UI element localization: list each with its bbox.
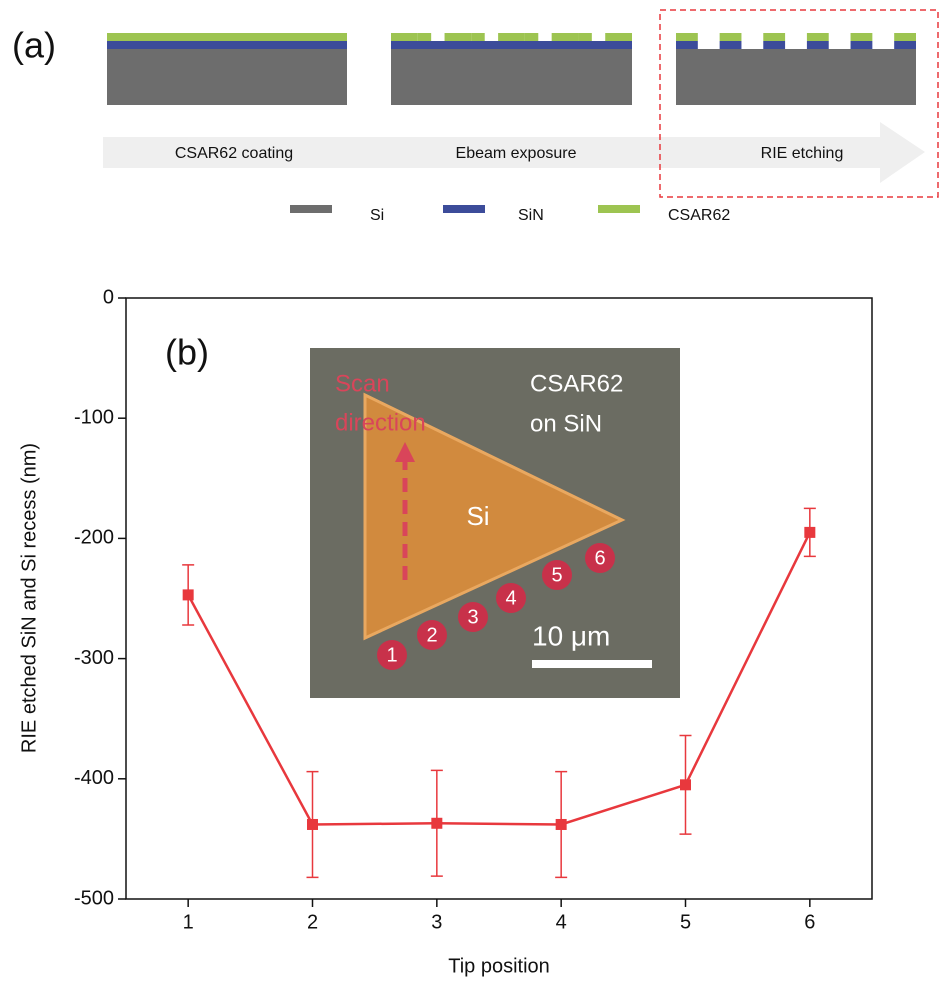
panel-label: (b) [165,332,209,373]
resist [471,33,485,41]
nitride [676,41,698,49]
nitride [763,41,786,49]
step-label: Ebeam exposure [456,145,577,162]
y-tick-label: -500 [74,887,114,909]
tip-marker [458,602,488,632]
tip-marker-label: 3 [467,606,478,628]
x-tick-label: 1 [183,911,194,933]
y-axis-title: RIE etched SiN and Si recess (nm) [18,443,40,753]
plot-frame [125,297,873,900]
tip-marker [496,583,526,613]
legend-swatch [290,205,332,213]
legend-swatch [598,205,640,213]
legend-label: Si [370,207,384,224]
resist [551,33,579,41]
resist [894,33,916,41]
resist [676,33,698,41]
x-tick-label: 6 [804,911,815,933]
x-tick-label: 3 [431,911,442,933]
resist [719,33,742,41]
inset-label: 10 μm [532,620,610,651]
inset-label: direction [335,409,426,436]
tip-marker [585,543,615,573]
x-tick-label: 5 [680,911,691,933]
legend-label: CSAR62 [668,207,730,224]
data-point [804,526,816,538]
process-arrow [103,122,925,183]
x-tick-label: 2 [307,911,318,933]
y-tick-label: -300 [74,647,114,669]
resist [444,33,472,41]
resist [391,33,418,41]
data-point [307,818,318,830]
stack-1 [107,33,347,105]
nitride [894,41,916,49]
tip-marker [542,560,572,590]
panel-label: (a) [12,25,56,66]
resist [417,33,432,41]
x-tick-label: 4 [556,911,567,933]
nitride [806,41,829,49]
y-tick-label: -200 [74,527,114,549]
resist [605,33,632,41]
nitride [850,41,873,49]
tip-marker-label: 6 [594,547,605,569]
tip-marker-label: 2 [426,624,437,646]
data-line [187,531,811,826]
tip-marker-label: 1 [386,644,397,666]
inset-label: CSAR62 [530,370,623,397]
legend-label: SiN [518,207,544,224]
tip-marker [417,620,447,650]
data-point [555,818,567,830]
resist [578,33,592,41]
inset-label: Si [466,501,489,531]
inset-label: on SiN [530,410,602,437]
inset-label: Scan [335,370,390,397]
legend: Si SiN CSAR62 [290,205,730,224]
y-tick-label: -400 [74,767,114,789]
nitride [719,41,742,49]
resist [498,33,525,41]
stack-3 [676,33,916,105]
resist [806,33,829,41]
tip-marker [377,640,407,670]
stack-2 [391,33,632,105]
resist [850,33,873,41]
data-point [431,817,443,829]
resist [763,33,786,41]
step-label: RIE etching [761,145,844,162]
resist [524,33,539,41]
y-tick-label: -100 [74,406,114,428]
highlight-box [659,9,939,198]
inset-image: Scan direction CSAR62 on SiN Si 10 μm 1 2 3 4 5 6 [310,348,680,698]
step-label: CSAR62 coating [175,145,293,162]
x-axis-title: Tip position [448,955,550,977]
y-tick-label: 0 [103,286,114,308]
legend-swatch [443,205,485,213]
tip-marker-label: 5 [551,564,562,586]
data-point [680,779,691,791]
tip-marker-label: 4 [505,587,516,609]
data-point [182,589,194,601]
